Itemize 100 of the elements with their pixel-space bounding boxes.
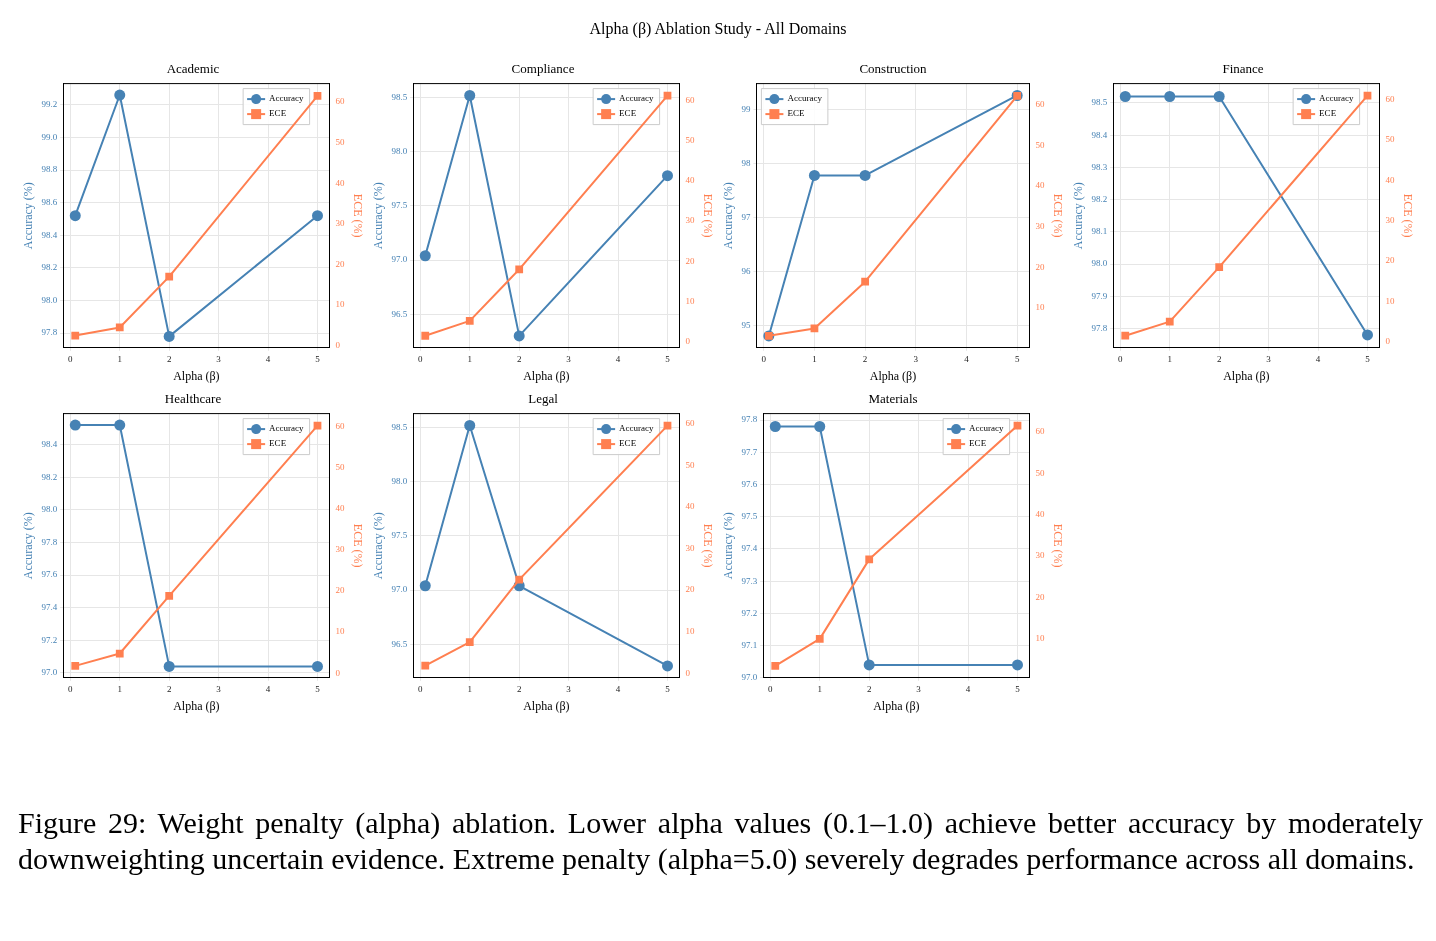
x-tick-label: 3	[566, 683, 572, 694]
point	[465, 638, 474, 646]
y-axis-title: Accuracy (%)	[721, 182, 736, 250]
point	[69, 210, 81, 222]
y-tick-label: 98.0	[391, 476, 408, 487]
y-tick-label: 97.2	[741, 607, 758, 618]
y2-tick-label: 0	[685, 336, 691, 347]
point	[661, 660, 673, 672]
text: Alpha (β) Ablation Study - All Domains	[588, 20, 848, 38]
y-tick-label: 98.4	[1091, 129, 1108, 140]
x-tick-label: 2	[516, 353, 522, 364]
y2-tick-label: 20	[335, 585, 346, 596]
legend-label: Accuracy	[269, 423, 305, 434]
x-tick-label: 0	[68, 353, 74, 364]
point	[313, 91, 322, 100]
x-tick-label: 4	[265, 683, 271, 694]
x-axis-title: Alpha (β)	[173, 698, 220, 713]
point	[115, 649, 124, 658]
y-tick-label: 98.0	[41, 504, 58, 515]
x-tick-label: 2	[166, 683, 172, 694]
x-tick-label: 1	[1167, 353, 1172, 364]
y2-tick-label: 20	[1385, 255, 1396, 266]
y2-axis-title: ECE (%)	[700, 523, 715, 568]
point	[419, 250, 431, 262]
point	[1165, 317, 1174, 326]
point	[419, 580, 431, 592]
y-tick-label: 97.7	[741, 446, 758, 457]
y-tick-label: 97.0	[391, 584, 408, 595]
y2-tick-label: 20	[1035, 261, 1046, 272]
x-axis-title: Alpha (β)	[523, 368, 570, 383]
y2-axis-title: ECE (%)	[1050, 193, 1065, 238]
y-tick-label: 95	[741, 320, 751, 331]
point	[515, 265, 524, 274]
point	[859, 169, 871, 181]
y2-tick-label: 60	[335, 96, 346, 107]
x-tick-label: 4	[265, 353, 271, 364]
chart-title: Legal	[528, 391, 559, 407]
y2-tick-label: 40	[685, 175, 696, 186]
y2-axis-title: ECE (%)	[700, 193, 715, 238]
y2-tick-label: 60	[1035, 426, 1046, 437]
point	[513, 330, 525, 342]
x-tick-label: 1	[117, 353, 122, 364]
y2-tick-label: 20	[335, 258, 346, 269]
y-tick-label: 97.0	[391, 254, 408, 265]
point	[311, 210, 323, 222]
y-tick-label: 96.5	[391, 638, 408, 649]
x-tick-label: 3	[216, 683, 222, 694]
point	[771, 661, 780, 670]
x-tick-label: 2	[866, 683, 872, 694]
point	[465, 316, 474, 325]
x-tick-label: 2	[166, 353, 172, 364]
y2-tick-label: 20	[1035, 591, 1046, 602]
point	[71, 661, 80, 670]
y2-tick-label: 0	[685, 667, 691, 678]
y2-tick-label: 10	[1035, 633, 1046, 644]
x-tick-label: 0	[68, 683, 74, 694]
x-tick-label: 4	[964, 353, 970, 364]
y-tick-label: 97.8	[41, 536, 58, 547]
y2-axis-title: ECE (%)	[350, 193, 365, 238]
y-tick-label: 97.6	[741, 478, 758, 489]
x-tick-label: 3	[913, 353, 919, 364]
point	[165, 592, 174, 600]
legend-label: ECE	[787, 108, 805, 119]
y2-tick-label: 60	[685, 94, 696, 105]
legend-label: ECE	[619, 438, 637, 449]
chart-title: Materials	[868, 391, 918, 407]
x-tick-label: 5	[315, 353, 321, 364]
y-tick-label: 99.2	[41, 99, 58, 110]
y2-tick-label: 0	[335, 340, 341, 351]
y2-tick-label: 60	[685, 417, 696, 428]
y2-tick-label: 40	[1385, 174, 1396, 185]
x-tick-label: 1	[467, 683, 472, 694]
x-tick-label: 3	[916, 683, 922, 694]
point	[165, 272, 174, 281]
point	[464, 90, 476, 102]
x-tick-label: 4	[1315, 353, 1321, 364]
y2-tick-label: 10	[335, 626, 346, 637]
y-tick-label: 98.5	[391, 92, 408, 103]
y-tick-label: 98.5	[1091, 97, 1108, 108]
point	[163, 330, 175, 342]
y2-tick-label: 40	[1035, 509, 1046, 519]
x-tick-label: 1	[812, 353, 817, 364]
y-tick-label: 96.5	[391, 308, 408, 319]
y-axis-title: Accuracy (%)	[371, 512, 386, 580]
y2-tick-label: 50	[685, 135, 696, 146]
x-tick-label: 0	[761, 353, 767, 364]
y2-tick-label: 20	[685, 584, 696, 595]
x-tick-label: 1	[117, 683, 122, 694]
y-tick-label: 97.8	[41, 327, 58, 338]
y2-tick-label: 40	[1035, 180, 1046, 191]
x-tick-label: 4	[615, 353, 621, 364]
point	[71, 331, 80, 340]
y-tick-label: 98.5	[391, 422, 408, 433]
point	[663, 91, 672, 100]
point	[865, 555, 874, 564]
legend-label: ECE	[269, 438, 287, 449]
point	[1215, 263, 1224, 272]
x-tick-label: 3	[566, 353, 572, 364]
y-tick-label: 98.8	[41, 164, 58, 175]
x-axis-title: Alpha (β)	[1223, 368, 1270, 383]
